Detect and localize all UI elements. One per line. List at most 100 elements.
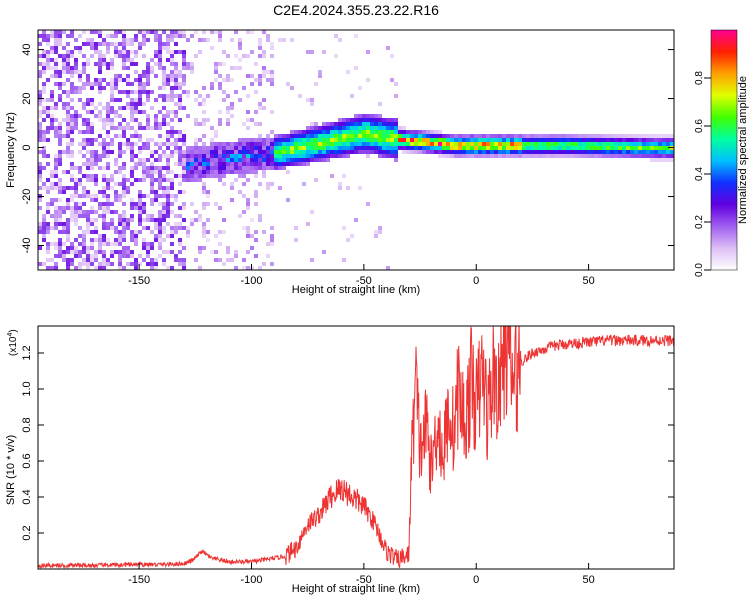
spectrogram-cell: [446, 142, 450, 146]
spectrogram-cell: [162, 86, 166, 90]
spectrogram-cell: [174, 74, 178, 78]
spectrogram-cell: [438, 134, 442, 138]
spectrogram-cell: [58, 42, 62, 46]
spectrogram-cell: [226, 94, 230, 98]
spectrogram-x-label: Height of straight line (km): [292, 284, 420, 296]
spectrogram-cell: [590, 150, 594, 154]
spectrogram-cell: [322, 130, 326, 134]
spectrogram-cell: [142, 246, 146, 250]
spectrogram-cell: [106, 182, 110, 186]
spectrogram-cell: [274, 134, 278, 138]
spectrogram-cell: [154, 126, 158, 130]
spectrogram-cell: [134, 78, 138, 82]
spectrogram-cell: [126, 122, 130, 126]
spectrogram-cell: [174, 50, 178, 54]
spectrogram-cell: [102, 206, 106, 210]
spectrogram-cell: [42, 34, 46, 38]
spectrogram-cell: [226, 162, 230, 166]
spectrogram-cell: [210, 138, 214, 142]
spectrogram-cell: [106, 206, 110, 210]
spectrogram-cell: [306, 98, 310, 102]
spectrogram-cell: [102, 238, 106, 242]
spectrogram-cell: [114, 126, 118, 130]
spectrogram-cell: [138, 110, 142, 114]
spectrogram-cell: [426, 138, 430, 142]
spectrogram-cell: [182, 170, 186, 174]
spectrogram-cell: [102, 126, 106, 130]
spectrogram-cell: [218, 162, 222, 166]
spectrogram-cell: [270, 182, 274, 186]
spectrogram-cell: [130, 166, 134, 170]
spectrogram-cell: [70, 90, 74, 94]
spectrogram-cell: [154, 34, 158, 38]
spectrogram-cell: [170, 210, 174, 214]
spectrogram-cell: [502, 134, 506, 138]
spectrogram-cell: [386, 146, 390, 150]
spectrogram-cell: [666, 142, 670, 146]
spectrogram-cell: [210, 142, 214, 146]
spectrogram-cell: [290, 150, 294, 154]
spectrogram-cell: [286, 138, 290, 142]
spectrogram-cell: [114, 110, 118, 114]
spectrogram-cell: [146, 30, 150, 34]
spectrogram-cell: [62, 190, 66, 194]
spectrogram-cell: [150, 190, 154, 194]
spectrogram-cell: [426, 130, 430, 134]
spectrogram-cell: [134, 202, 138, 206]
spectrogram-cell: [138, 230, 142, 234]
spectrogram-cell: [582, 146, 586, 150]
y-tick-label: -20: [21, 189, 33, 205]
spectrogram-cell: [482, 134, 486, 138]
spectrogram-cell: [186, 146, 190, 150]
spectrogram-cell: [258, 102, 262, 106]
spectrogram-cell: [282, 138, 286, 142]
spectrogram-cell: [562, 138, 566, 142]
spectrogram-cell: [114, 158, 118, 162]
spectrogram-cell: [366, 146, 370, 150]
spectrogram-cell: [182, 142, 186, 146]
spectrogram-cell: [262, 106, 266, 110]
spectrogram-cell: [302, 154, 306, 158]
spectrogram-cell: [54, 226, 58, 230]
spectrogram-cell: [218, 118, 222, 122]
spectrogram-cell: [42, 138, 46, 142]
spectrogram-cell: [158, 126, 162, 130]
spectrogram-cell: [570, 134, 574, 138]
spectrogram-cell: [670, 142, 674, 146]
spectrogram-cell: [338, 182, 342, 186]
spectrogram-cell: [46, 210, 50, 214]
spectrogram-cell: [54, 218, 58, 222]
spectrogram-cell: [226, 166, 230, 170]
spectrogram-cell: [234, 54, 238, 58]
spectrogram-cell: [106, 222, 110, 226]
spectrogram-cell: [62, 170, 66, 174]
spectrogram-cell: [310, 126, 314, 130]
spectrogram-cell: [190, 162, 194, 166]
spectrogram-cell: [670, 150, 674, 154]
spectrogram-cell: [126, 74, 130, 78]
spectrogram-cell: [450, 138, 454, 142]
spectrogram-cell: [226, 78, 230, 82]
spectrogram-cell: [202, 170, 206, 174]
spectrogram-cell: [94, 174, 98, 178]
spectrogram-cell: [438, 142, 442, 146]
spectrogram-cell: [518, 134, 522, 138]
spectrogram-cell: [82, 86, 86, 90]
spectrogram-cell: [162, 202, 166, 206]
spectrogram-cell: [62, 102, 66, 106]
spectrogram-cell: [62, 222, 66, 226]
spectrogram-cell: [162, 94, 166, 98]
spectrogram-cell: [50, 98, 54, 102]
spectrogram-cell: [74, 70, 78, 74]
spectrogram-cell: [166, 186, 170, 190]
spectrogram-cell: [42, 262, 46, 266]
spectrogram-cell: [190, 178, 194, 182]
spectrogram-cell: [198, 178, 202, 182]
spectrogram-cell: [102, 258, 106, 262]
spectrogram-cell: [114, 50, 118, 54]
spectrogram-cell: [38, 54, 42, 58]
spectrogram-cell: [594, 138, 598, 142]
spectrogram-cell: [330, 130, 334, 134]
spectrogram-cell: [58, 242, 62, 246]
spectrogram-cell: [290, 142, 294, 146]
